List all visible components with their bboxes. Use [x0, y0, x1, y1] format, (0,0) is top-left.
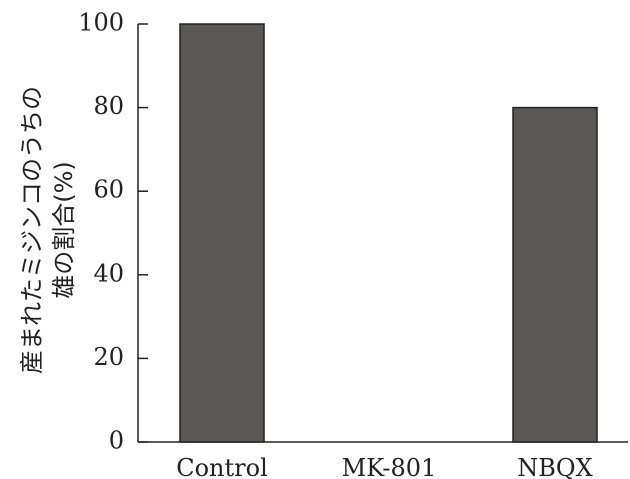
y-axis-title: 産まれたミジンコのうちの 雄の割合(%) [18, 86, 78, 374]
x-tick-label: MK-801 [342, 454, 437, 479]
y-ticks: 0 20 40 60 80 100 [78, 9, 148, 455]
y-axis-title-line-1: 産まれたミジンコのうちの [18, 86, 46, 374]
y-tick-label: 40 [93, 259, 124, 287]
bar-control [179, 23, 265, 443]
y-tick-label: 20 [93, 343, 124, 371]
bar-nbqx [512, 106, 598, 443]
x-tick-label: NBQX [517, 454, 592, 479]
y-tick-label: 100 [78, 9, 124, 37]
x-tick-label: Control [176, 454, 268, 479]
y-tick-label: 80 [93, 92, 124, 120]
y-tick-label: 0 [109, 427, 124, 455]
bars [179, 23, 598, 443]
y-tick-label: 60 [93, 176, 124, 204]
x-tick-labels: Control MK-801 NBQX [176, 454, 592, 479]
y-axis-title-line-2: 雄の割合(%) [50, 161, 78, 299]
